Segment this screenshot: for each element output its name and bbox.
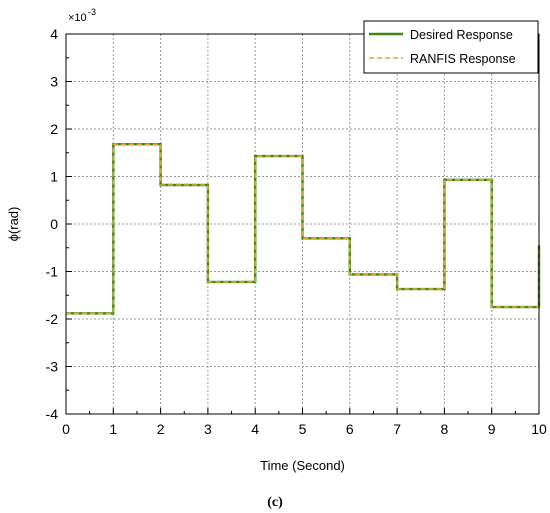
x-tick-label: 3	[204, 421, 212, 437]
y-tick-label: -1	[46, 264, 59, 280]
series-line-ranfis	[66, 143, 540, 315]
y-tick-label: 4	[50, 26, 58, 42]
x-tick-label: 6	[346, 421, 354, 437]
y-tick-label: 0	[50, 216, 58, 232]
y-tick-label: 1	[50, 169, 58, 185]
x-tick-label: 5	[299, 421, 307, 437]
y-tick-label: -4	[46, 406, 59, 422]
x-axis-title: Time (Second)	[260, 458, 345, 473]
legend-box	[363, 20, 539, 74]
x-tick-label: 8	[441, 421, 449, 437]
legend-label-ranfis: RANFIS Response	[410, 52, 516, 66]
x-tick-label: 10	[531, 421, 547, 437]
tick-labels: 0 1 2 3 4 5 6 7 8 9 10 -4 -3 -2 -1 0 1 2 3 4	[46, 26, 547, 437]
legend-label-desired: Desired Response	[410, 28, 513, 42]
y-tick-label: -2	[46, 311, 59, 327]
series-layer	[66, 142, 541, 315]
x-tick-label: 0	[62, 421, 70, 437]
x-tick-label: 1	[109, 421, 117, 437]
x-tick-label: 4	[251, 421, 259, 437]
plot-frame	[65, 33, 540, 415]
x-tick-label: 2	[157, 421, 165, 437]
figure-caption: (c)	[267, 495, 283, 510]
legend: Desired Response RANFIS Response	[363, 20, 539, 74]
x-tick-label: 9	[488, 421, 496, 437]
y-tick-label: 2	[50, 121, 58, 137]
y-axis-title: ϕ(rad)	[6, 207, 21, 242]
x-tick-label: 7	[393, 421, 401, 437]
y-multiplier-exponent: -3	[88, 7, 96, 17]
y-tick-label: 3	[50, 74, 58, 90]
y-tick-label: -3	[46, 359, 59, 375]
y-multiplier-label: ×10	[68, 12, 87, 24]
